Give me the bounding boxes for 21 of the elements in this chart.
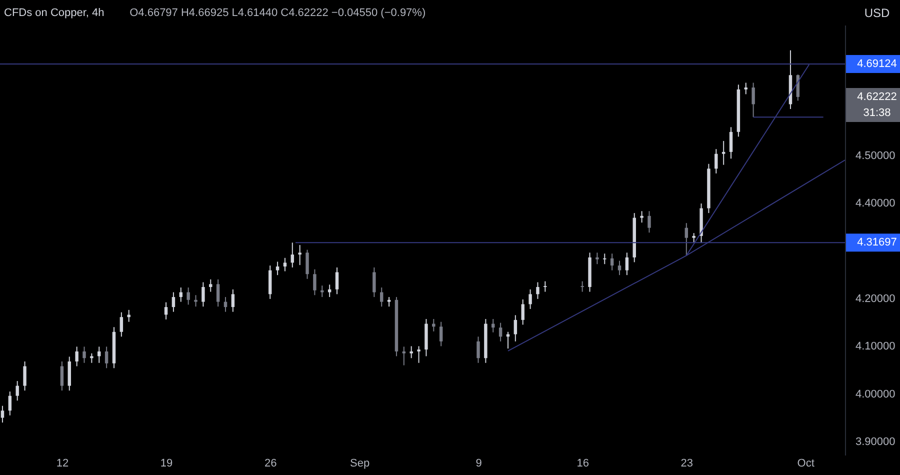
x-tick-label: 9 bbox=[476, 458, 482, 470]
text: 31:38 bbox=[863, 106, 891, 119]
ref-line-label: 4.69124 bbox=[857, 58, 897, 70]
text: 4.62222 bbox=[857, 90, 897, 103]
y-tick-label: 4.20000 bbox=[856, 292, 896, 305]
y-tick-label: 4.10000 bbox=[856, 340, 896, 353]
x-tick-label: Oct bbox=[797, 458, 814, 470]
y-tick-label: 4.50000 bbox=[856, 150, 896, 162]
x-tick-label: 23 bbox=[680, 458, 694, 470]
x-tick-label: 26 bbox=[264, 458, 277, 470]
x-tick-label: 16 bbox=[576, 458, 589, 470]
x-tick-label: 12 bbox=[56, 458, 69, 470]
x-tick-label: Sep bbox=[350, 458, 370, 470]
y-tick-label: 3.90000 bbox=[856, 436, 896, 448]
text: USD bbox=[864, 6, 890, 20]
x-tick-label: 19 bbox=[160, 458, 173, 470]
text: 4.31697 bbox=[857, 236, 897, 249]
chart-title: CFDs on Copper, 4h bbox=[4, 7, 104, 19]
y-tick-label: 4.40000 bbox=[856, 198, 896, 210]
y-tick-label: 4.00000 bbox=[856, 388, 896, 400]
chart-subtitle: O4.66797 H4.66925 L4.61440 C4.62222 −0.04550 (−0.97%) bbox=[130, 7, 426, 19]
